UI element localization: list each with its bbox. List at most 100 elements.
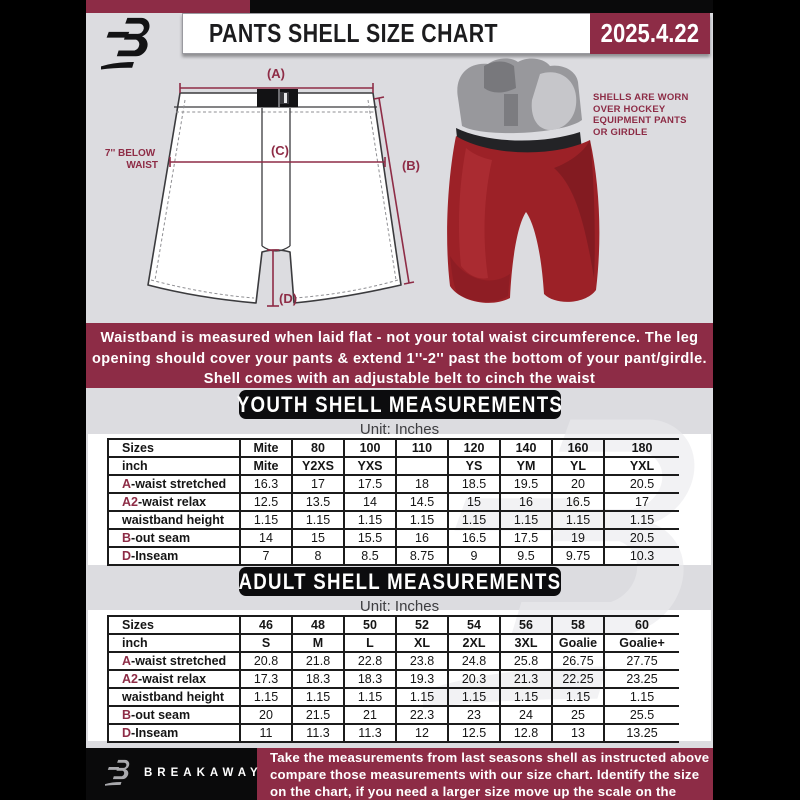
adult-section-banner: ADULT SHELL MEASUREMENTS bbox=[238, 567, 561, 596]
cell: 1.15 bbox=[343, 512, 395, 528]
cell: 16.5 bbox=[447, 530, 499, 546]
cell: 14 bbox=[239, 530, 291, 546]
pants-measurement-diagram: (A) (C) (B) (D) 7'' BELOW WAIST bbox=[105, 66, 420, 307]
cell bbox=[395, 458, 447, 474]
cell: 20.5 bbox=[603, 476, 679, 492]
cell: 19 bbox=[551, 530, 603, 546]
cell: 11 bbox=[239, 725, 291, 741]
cell: 16 bbox=[395, 530, 447, 546]
cell: 20.8 bbox=[239, 653, 291, 669]
cell: YS bbox=[447, 458, 499, 474]
cell: 26.75 bbox=[551, 653, 603, 669]
cell: 21.8 bbox=[291, 653, 343, 669]
footer-logo-box: BREAKAWAY bbox=[86, 748, 258, 800]
cell: 16.5 bbox=[551, 494, 603, 510]
table-row: Sizes Mite 80 100 110 120 140 160 180 bbox=[107, 438, 679, 458]
cell: 12.8 bbox=[499, 725, 551, 741]
cell: 21 bbox=[343, 707, 395, 723]
table-row: waistband height 1.15 1.15 1.15 1.15 1.15 1.15… bbox=[107, 512, 679, 530]
cell: 19.3 bbox=[395, 671, 447, 687]
cell: 16.3 bbox=[239, 476, 291, 492]
cell: 11.3 bbox=[343, 725, 395, 741]
cell: 17 bbox=[291, 476, 343, 492]
cell: M bbox=[291, 635, 343, 651]
cell: 1.15 bbox=[447, 689, 499, 705]
row-label: A-waist stretched bbox=[107, 476, 239, 492]
row-label: Sizes bbox=[107, 617, 239, 633]
cell: 13.5 bbox=[291, 494, 343, 510]
table-row: D-Inseam 7 8 8.5 8.75 9 9.5 9.75 10.3 bbox=[107, 548, 679, 566]
table-row: A2-waist relax 17.3 18.3 18.3 19.3 20.3 21.3 22… bbox=[107, 671, 679, 689]
cell: 24.8 bbox=[447, 653, 499, 669]
brand-name: BREAKAWAY bbox=[144, 767, 263, 779]
belt-buckle bbox=[257, 89, 298, 107]
cell: 100 bbox=[343, 440, 395, 456]
cell: 27.75 bbox=[603, 653, 679, 669]
table-row: A-waist stretched 16.3 17 17.5 18 18.5 19.5 20 2… bbox=[107, 476, 679, 494]
cell: 1.15 bbox=[291, 689, 343, 705]
cell: 1.15 bbox=[603, 689, 679, 705]
cell: Goalie bbox=[551, 635, 603, 651]
cell: Goalie+ bbox=[603, 635, 679, 651]
cell: 24 bbox=[499, 707, 551, 723]
cell: 13.25 bbox=[603, 725, 679, 741]
cell: 15 bbox=[447, 494, 499, 510]
cell: 14.5 bbox=[395, 494, 447, 510]
page-title: PANTS SHELL SIZE CHART bbox=[209, 18, 498, 48]
cell: 25.5 bbox=[603, 707, 679, 723]
cell: 9 bbox=[447, 548, 499, 564]
row-label: Sizes bbox=[107, 440, 239, 456]
cell: YL bbox=[551, 458, 603, 474]
cell: Mite bbox=[239, 440, 291, 456]
cell: 1.15 bbox=[239, 689, 291, 705]
cell: 10.3 bbox=[603, 548, 679, 564]
cell: 180 bbox=[603, 440, 679, 456]
cell: 12.5 bbox=[239, 494, 291, 510]
row-label: B-out seam bbox=[107, 707, 239, 723]
cell: 1.15 bbox=[395, 512, 447, 528]
cell: 18 bbox=[395, 476, 447, 492]
cell: 48 bbox=[291, 617, 343, 633]
cell: 21.5 bbox=[291, 707, 343, 723]
cell: 56 bbox=[499, 617, 551, 633]
cell: 54 bbox=[447, 617, 499, 633]
cell: S bbox=[239, 635, 291, 651]
cell: 15.5 bbox=[343, 530, 395, 546]
cell: 25 bbox=[551, 707, 603, 723]
row-label: D-Inseam bbox=[107, 548, 239, 564]
adult-size-table: Sizes 46 48 50 52 54 56 58 60 inch S M L XL 2XL 3XL Goal… bbox=[107, 615, 679, 743]
row-label: B-out seam bbox=[107, 530, 239, 546]
cell: 17.5 bbox=[343, 476, 395, 492]
cell: 12.5 bbox=[447, 725, 499, 741]
title-bar: PANTS SHELL SIZE CHART 2025.4.22 bbox=[182, 13, 710, 54]
cell: 23.25 bbox=[603, 671, 679, 687]
cell: 17.5 bbox=[499, 530, 551, 546]
cell: 22.8 bbox=[343, 653, 395, 669]
adult-unit-label: Unit: Inches bbox=[359, 598, 440, 615]
cell: 19.5 bbox=[499, 476, 551, 492]
table-row: inch S M L XL 2XL 3XL Goalie Goalie+ bbox=[107, 635, 679, 653]
cell: 1.15 bbox=[395, 689, 447, 705]
cell: 1.15 bbox=[603, 512, 679, 528]
label-d: (D) bbox=[279, 291, 297, 306]
cell: 52 bbox=[395, 617, 447, 633]
cell: 2XL bbox=[447, 635, 499, 651]
cell: 1.15 bbox=[499, 512, 551, 528]
footer: BREAKAWAY Take the measurements from las… bbox=[86, 748, 713, 800]
row-label: D-Inseam bbox=[107, 725, 239, 741]
cell: 11.3 bbox=[291, 725, 343, 741]
table-row: waistband height 1.15 1.15 1.15 1.15 1.15 1.15… bbox=[107, 689, 679, 707]
cell: Y2XS bbox=[291, 458, 343, 474]
photo-caption: SHELLS ARE WORN OVER HOCKEY EQUIPMENT PA… bbox=[593, 92, 689, 138]
youth-size-table: Sizes Mite 80 100 110 120 140 160 180 inch Mite Y2X… bbox=[107, 438, 679, 566]
youth-section-banner: YOUTH SHELL MEASUREMENTS bbox=[236, 390, 561, 419]
cell: 1.15 bbox=[291, 512, 343, 528]
row-label: inch bbox=[107, 635, 239, 651]
cell: 110 bbox=[395, 440, 447, 456]
cell: 8.5 bbox=[343, 548, 395, 564]
cell: 25.8 bbox=[499, 653, 551, 669]
cell: YXS bbox=[343, 458, 395, 474]
table-row: A2-waist relax 12.5 13.5 14 14.5 15 16 16.5 17 bbox=[107, 494, 679, 512]
table-row: D-Inseam 11 11.3 11.3 12 12.5 12.8 13 13.25 bbox=[107, 725, 679, 743]
